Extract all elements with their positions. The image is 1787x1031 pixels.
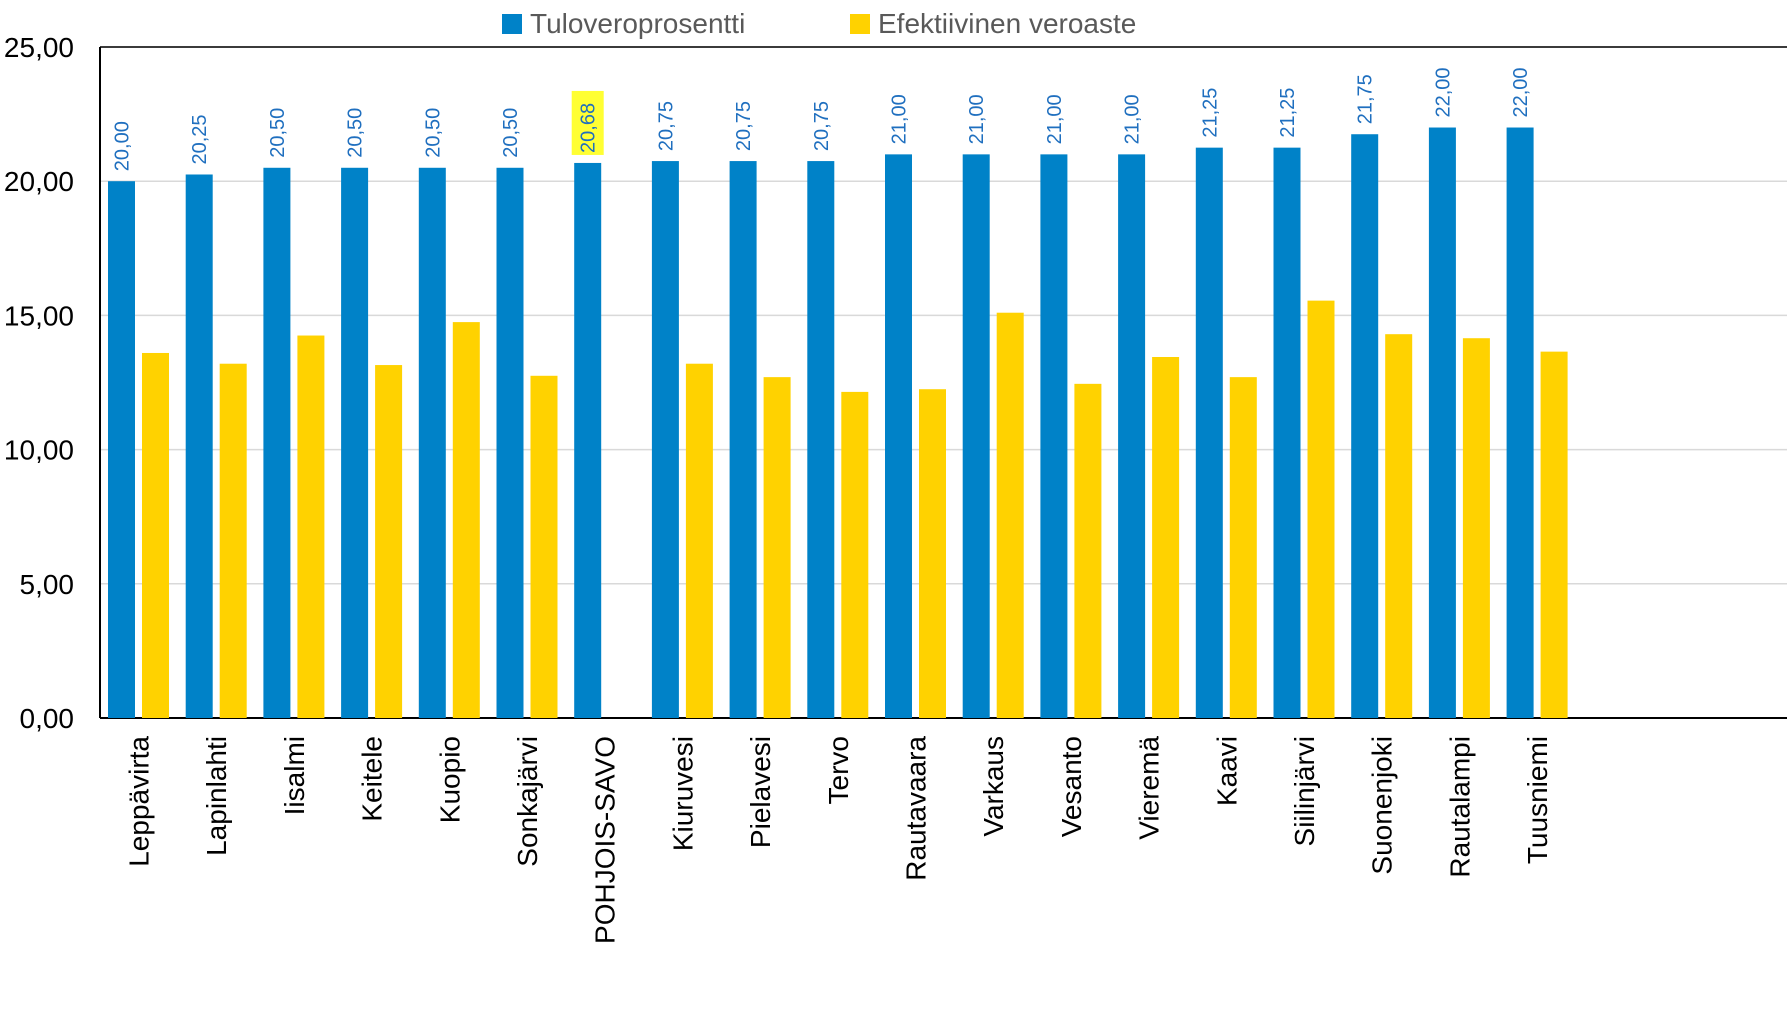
bar-tuloveroprosentti [1351, 134, 1378, 718]
bar-tuloveroprosentti [730, 161, 757, 718]
bar-efektiivinen-veroaste [453, 322, 480, 718]
bar-tuloveroprosentti [1507, 128, 1534, 718]
data-label: 20,50 [500, 108, 522, 158]
data-label: 20,25 [189, 114, 211, 164]
bar-efektiivinen-veroaste [997, 313, 1024, 718]
data-label: 21,00 [1122, 94, 1144, 144]
bar-efektiivinen-veroaste [686, 364, 713, 718]
bar-tuloveroprosentti [341, 168, 368, 718]
data-label: 20,50 [422, 108, 444, 158]
bar-efektiivinen-veroaste [919, 389, 946, 718]
y-tick-label: 5,00 [20, 569, 75, 600]
bar-tuloveroprosentti [419, 168, 446, 718]
data-label: 21,25 [1199, 88, 1221, 138]
x-tick-label-vesanto: Vesanto [1056, 736, 1087, 837]
data-label: 20,75 [811, 101, 833, 151]
x-tick-label-pielavesi: Pielavesi [745, 736, 776, 848]
bar-tuloveroprosentti [497, 168, 524, 718]
y-tick-label: 10,00 [4, 435, 74, 466]
bar-efektiivinen-veroaste [1152, 357, 1179, 718]
bar-efektiivinen-veroaste [1074, 384, 1101, 718]
x-tick-label-kiuruvesi: Kiuruvesi [667, 736, 698, 851]
x-tick-label-pohjois-savo: POHJOIS-SAVO [590, 736, 621, 944]
data-label: 22,00 [1510, 67, 1532, 117]
data-label: 22,00 [1432, 67, 1454, 117]
x-tick-label-lapinlahti: Lapinlahti [201, 736, 232, 856]
x-tick-label-suonenjoki: Suonenjoki [1367, 736, 1398, 875]
bar-efektiivinen-veroaste [764, 377, 791, 718]
x-tick-label-tuusniemi: Tuusniemi [1522, 736, 1553, 864]
bar-efektiivinen-veroaste [220, 364, 247, 718]
bar-efektiivinen-veroaste [841, 392, 868, 718]
bar-tuloveroprosentti [807, 161, 834, 718]
data-label: 20,50 [345, 108, 367, 158]
x-tick-label-rautalampi: Rautalampi [1444, 736, 1475, 878]
bar-tuloveroprosentti [652, 161, 679, 718]
x-tick-label-tervo: Tervo [823, 736, 854, 804]
bar-efektiivinen-veroaste [142, 353, 169, 718]
x-tick-label-kaavi: Kaavi [1211, 736, 1242, 806]
x-tick-label-kuopio: Kuopio [434, 736, 465, 823]
y-tick-label: 20,00 [4, 166, 74, 197]
y-tick-label: 15,00 [4, 300, 74, 331]
x-tick-label-vieremä: Vieremä [1134, 736, 1165, 840]
bar-tuloveroprosentti [1196, 148, 1223, 718]
bar-tuloveroprosentti [186, 174, 213, 718]
data-label: 21,00 [1044, 94, 1066, 144]
bar-efektiivinen-veroaste [1308, 301, 1335, 718]
bar-tuloveroprosentti [1118, 154, 1145, 718]
bar-tuloveroprosentti [574, 163, 601, 718]
data-label: 21,00 [889, 94, 911, 144]
x-tick-label-keitele: Keitele [357, 736, 388, 822]
x-tick-label-iisalmi: Iisalmi [279, 736, 310, 815]
data-label: 20,50 [267, 108, 289, 158]
bar-tuloveroprosentti [885, 154, 912, 718]
data-label: 20,00 [112, 121, 134, 171]
bar-efektiivinen-veroaste [1463, 338, 1490, 718]
bar-tuloveroprosentti [963, 154, 990, 718]
bar-tuloveroprosentti [1274, 148, 1301, 718]
bar-efektiivinen-veroaste [1541, 352, 1568, 718]
bar-tuloveroprosentti [1040, 154, 1067, 718]
x-tick-label-leppävirta: Leppävirta [124, 736, 155, 867]
data-label: 20,75 [655, 101, 677, 151]
x-tick-label-varkaus: Varkaus [978, 736, 1009, 837]
bar-efektiivinen-veroaste [1230, 377, 1257, 718]
data-label: 21,00 [966, 94, 988, 144]
x-tick-label-sonkajärvi: Sonkajärvi [512, 736, 543, 867]
y-tick-label: 0,00 [20, 703, 75, 734]
bar-efektiivinen-veroaste [375, 365, 402, 718]
bar-tuloveroprosentti [263, 168, 290, 718]
data-label: 21,25 [1277, 88, 1299, 138]
bar-tuloveroprosentti [108, 181, 135, 718]
bar-efektiivinen-veroaste [1385, 334, 1412, 718]
x-tick-label-rautavaara: Rautavaara [901, 736, 932, 881]
data-label: 21,75 [1355, 74, 1377, 124]
bar-tuloveroprosentti [1429, 128, 1456, 718]
data-label: 20,68 [578, 103, 600, 153]
data-label: 20,75 [733, 101, 755, 151]
x-tick-label-siilinjärvi: Siilinjärvi [1289, 736, 1320, 846]
y-tick-label: 25,00 [4, 32, 74, 63]
bar-efektiivinen-veroaste [297, 336, 324, 718]
bar-efektiivinen-veroaste [531, 376, 558, 718]
